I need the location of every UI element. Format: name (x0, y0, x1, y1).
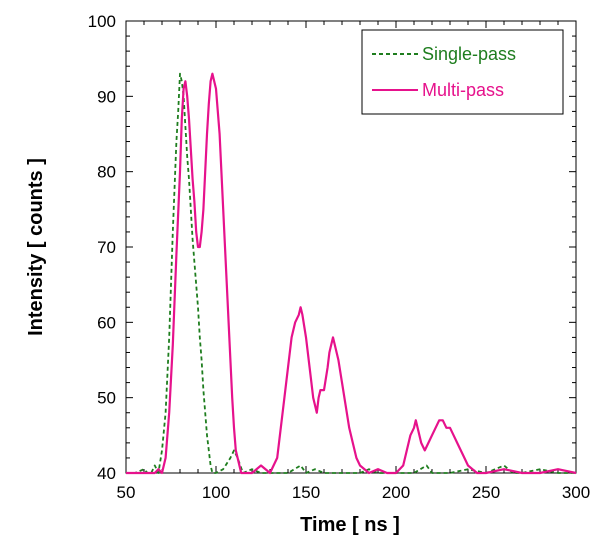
y-tick-label: 50 (97, 389, 116, 408)
legend: Single-pass Multi-pass (361, 29, 564, 115)
y-tick-label: 70 (97, 238, 116, 257)
x-tick-label: 50 (117, 483, 136, 502)
x-axis-ticks: 50 100 150 200 250 300 (117, 21, 590, 502)
y-axis-title: Intensity [ counts ] (25, 158, 47, 336)
x-tick-label: 200 (382, 483, 410, 502)
multi-pass-line (126, 72, 577, 475)
y-tick-label: 60 (97, 313, 116, 332)
y-tick-label: 100 (88, 12, 116, 31)
x-tick-label: 300 (562, 483, 590, 502)
y-tick-label: 90 (97, 87, 116, 106)
y-tick-label: 40 (97, 464, 116, 483)
y-axis-ticks: 40 50 60 70 80 90 100 (88, 12, 576, 483)
legend-label: Single-pass (422, 44, 516, 64)
x-tick-label: 100 (202, 483, 230, 502)
legend-label: Multi-pass (422, 80, 504, 100)
x-tick-label: 150 (292, 483, 320, 502)
x-tick-label: 250 (472, 483, 500, 502)
x-axis-title: Time [ ns ] (300, 514, 400, 536)
legend-box (361, 29, 564, 115)
series-lines (126, 72, 577, 475)
single-pass-line (126, 72, 576, 474)
y-tick-label: 80 (97, 163, 116, 182)
